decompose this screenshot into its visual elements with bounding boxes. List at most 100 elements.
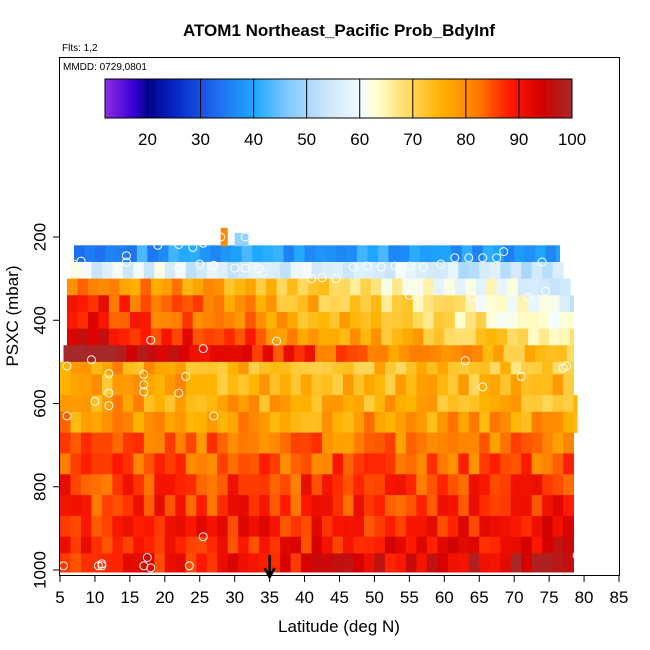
heatmap-cell xyxy=(549,295,561,313)
observation-points xyxy=(60,232,582,573)
heatmap-cell xyxy=(112,432,124,454)
heatmap-cell xyxy=(308,328,319,346)
heatmap-cell xyxy=(115,345,127,363)
heatmap-cell xyxy=(308,295,319,313)
heatmap-cell xyxy=(363,361,375,375)
heatmap-cell xyxy=(290,453,302,475)
heatmap-cell xyxy=(374,474,386,496)
colorbar-swatch xyxy=(335,79,339,118)
colorbar-swatch xyxy=(160,79,164,118)
colorbar-swatch xyxy=(383,79,387,118)
heatmap-cell xyxy=(353,536,365,554)
heatmap-cell xyxy=(206,453,218,475)
heatmap-cell xyxy=(154,515,166,538)
colorbar-swatch xyxy=(213,79,217,118)
x-tick-label: 80 xyxy=(575,588,594,607)
heatmap-cell xyxy=(129,278,141,296)
heatmap-cell xyxy=(206,474,218,496)
heatmap-cell xyxy=(189,245,201,263)
heatmap-cell xyxy=(542,495,554,517)
heatmap-cell xyxy=(217,474,229,496)
heatmap-cell xyxy=(479,474,491,496)
heatmap-cell xyxy=(437,361,449,375)
colorbar-swatch xyxy=(351,79,355,118)
heatmap-cell xyxy=(98,295,110,313)
heatmap-cell xyxy=(370,311,382,329)
heatmap-cell xyxy=(238,515,250,538)
heatmap-cell xyxy=(304,245,316,263)
colorbar-swatch xyxy=(428,79,432,118)
heatmap-cell xyxy=(538,295,550,313)
heatmap-cell xyxy=(503,245,515,263)
heatmap-cell xyxy=(213,328,225,346)
heatmap-cell xyxy=(454,328,466,346)
heatmap-cell xyxy=(238,474,250,496)
y-tick-label: 600 xyxy=(30,389,49,417)
colorbar-swatch xyxy=(200,79,204,118)
colorbar-swatch xyxy=(431,79,435,118)
colorbar-swatch xyxy=(272,79,276,118)
heatmap-cell xyxy=(238,361,250,375)
heatmap-cell xyxy=(248,261,260,280)
colorbar-swatch xyxy=(166,79,169,118)
heatmap-cell xyxy=(171,311,183,329)
heatmap-cell xyxy=(206,374,218,396)
heatmap-cell xyxy=(318,295,330,313)
colorbar-swatch xyxy=(362,79,366,118)
heatmap-cell xyxy=(374,553,386,573)
heatmap-cell xyxy=(269,495,281,517)
heatmap-cell xyxy=(437,495,449,517)
heatmap-cell xyxy=(259,432,271,454)
heatmap-cell xyxy=(468,411,480,434)
heatmap-cell xyxy=(322,361,333,375)
heatmap-cell xyxy=(206,411,218,434)
colorbar-swatch xyxy=(471,79,475,118)
heatmap-cell xyxy=(108,328,120,346)
heatmap-cell xyxy=(140,328,152,346)
heatmap-cell xyxy=(259,453,271,475)
colorbar-swatch xyxy=(402,79,406,118)
data-point xyxy=(240,232,250,242)
heatmap-cell xyxy=(234,278,246,296)
colorbar-swatch xyxy=(134,79,138,118)
heatmap-cell xyxy=(384,395,396,413)
heatmap-cell xyxy=(112,515,124,538)
data-point xyxy=(174,388,184,398)
heatmap-cell xyxy=(297,295,309,313)
heatmap-cell xyxy=(70,515,82,538)
heatmap-cell xyxy=(500,474,512,496)
colorbar-swatch xyxy=(107,79,111,118)
heatmap-cell xyxy=(133,515,145,538)
heatmap-cell xyxy=(84,345,96,363)
colorbar-tick-label: 80 xyxy=(456,130,475,149)
heatmap-cell xyxy=(238,495,250,517)
heatmap-cell xyxy=(416,515,428,538)
heatmap-cell xyxy=(500,374,512,396)
colorbar-swatch xyxy=(298,79,302,118)
heatmap-cell xyxy=(510,536,522,554)
heatmap-cell xyxy=(451,345,463,363)
heatmap-cell xyxy=(363,411,375,434)
heatmap-cell xyxy=(496,295,508,313)
heatmap-cell xyxy=(108,295,120,313)
heatmap-cell xyxy=(91,432,103,454)
heatmap-cell xyxy=(60,515,71,538)
data-point xyxy=(349,262,358,272)
heatmap-cell xyxy=(213,311,225,329)
heatmap-cell xyxy=(238,432,250,454)
heatmap-cell xyxy=(405,261,417,280)
heatmap-cell xyxy=(521,432,533,454)
heatmap-cell xyxy=(395,361,407,375)
heatmap-cell xyxy=(276,278,288,296)
heatmap-cell xyxy=(353,395,365,413)
heatmap-cell xyxy=(87,295,99,313)
y-tick-label: 200 xyxy=(30,223,49,251)
heatmap-cell xyxy=(405,453,417,475)
heatmap-cell xyxy=(101,474,113,496)
heatmap-cell xyxy=(80,495,92,517)
heatmap-cell xyxy=(447,395,459,413)
data-point xyxy=(272,336,282,346)
heatmap-cell xyxy=(486,328,498,346)
colorbar-swatch xyxy=(203,79,207,118)
colorbar-swatch xyxy=(139,79,143,118)
